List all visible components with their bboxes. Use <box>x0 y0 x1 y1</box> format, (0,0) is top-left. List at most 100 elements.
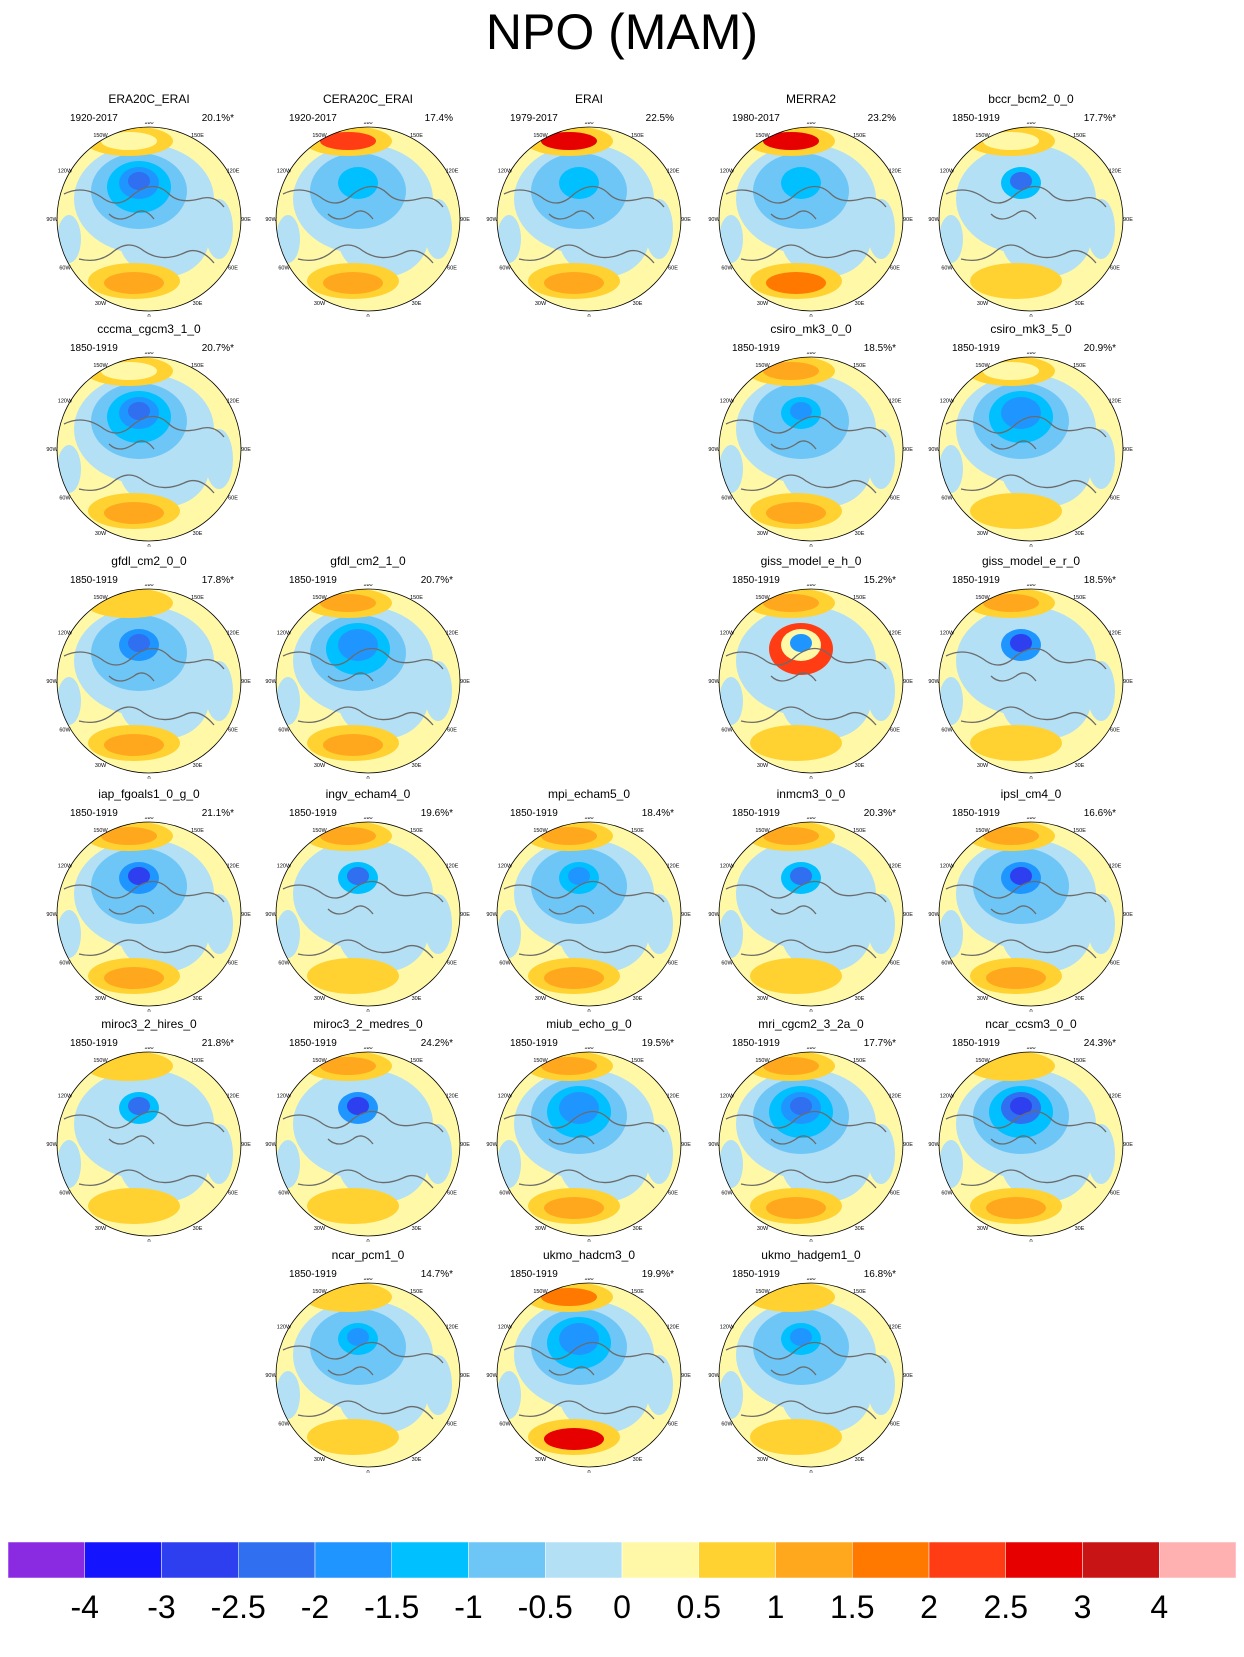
panel-years: 1850-1919 <box>289 575 337 586</box>
longitude-label: 180 <box>806 584 815 588</box>
colorbar-swatch <box>1005 1541 1083 1579</box>
polar-map: 180 150E 120E 90E 60E 30E 0 30W 60W 90W 120W 150W <box>928 122 1133 317</box>
panel-variance: 20.1%* <box>201 113 234 124</box>
longitude-label: 30E <box>412 763 422 769</box>
longitude-label: 180 <box>363 1278 372 1282</box>
panel-variance: 17.7%* <box>1083 113 1116 124</box>
longitude-label: 180 <box>584 1278 593 1282</box>
map-panel: cccma_cgcm3_1_0 1850-1919 20.7%* 180 150E 120… <box>44 322 254 547</box>
anomaly-contour <box>497 1371 521 1419</box>
anomaly-contour <box>568 1328 590 1346</box>
longitude-label: 30E <box>1075 763 1085 769</box>
longitude-label: 180 <box>144 122 153 126</box>
anomaly-contour <box>497 215 521 263</box>
longitude-label: 30W <box>314 763 326 769</box>
longitude-label: 60E <box>447 961 457 967</box>
anomaly-contour <box>939 215 963 263</box>
longitude-label: 150W <box>93 363 108 369</box>
anomaly-contour <box>766 272 826 294</box>
anomaly-contour <box>323 1197 383 1219</box>
colorbar-swatch <box>84 1541 162 1579</box>
coastlines <box>945 880 1107 959</box>
panel-title: giss_model_e_r_0 <box>981 554 1081 568</box>
colorbar-tick-label: -2 <box>300 1589 330 1625</box>
longitude-label: 90E <box>460 1373 470 1379</box>
longitude-label: 180 <box>584 1047 593 1051</box>
map-boundary <box>56 126 242 312</box>
longitude-label: 180 <box>1026 1047 1035 1051</box>
longitude-label: 0 <box>366 1009 369 1012</box>
longitude-label: 150E <box>631 1058 644 1064</box>
figure-title: NPO (MAM) <box>485 4 759 60</box>
polar-map: 180 150E 120E 90E 60E 30E 0 30W 60W 90W 120W 150W <box>265 817 470 1012</box>
anomaly-contour <box>986 272 1046 294</box>
polar-map: 180 150E 120E 90E 60E 30E 0 30W 60W 90W 120W 150W <box>928 352 1133 547</box>
longitude-label: 120E <box>889 1325 902 1331</box>
longitude-label: 90E <box>903 217 913 223</box>
longitude-label: 150W <box>312 828 327 834</box>
longitude-label: 0 <box>809 1009 812 1012</box>
longitude-label: 30E <box>633 996 643 1002</box>
map-panel: miub_echo_g_0 1850-1919 19.5%* 180 150E 120E 9… <box>484 1017 694 1242</box>
longitude-label: 30W <box>314 1226 326 1232</box>
map-boundary <box>718 1051 904 1237</box>
longitude-label: 180 <box>144 1047 153 1051</box>
panel-title: ncar_pcm1_0 <box>331 1248 405 1262</box>
anomaly-contour <box>320 132 376 150</box>
anomaly-contour <box>57 677 81 725</box>
longitude-label: 30E <box>193 301 203 307</box>
longitude-label: 30E <box>633 301 643 307</box>
longitude-label: 90E <box>241 679 251 685</box>
anomaly-contour <box>424 199 452 259</box>
anomaly-contour <box>57 445 81 493</box>
anomaly-contour <box>320 1057 376 1075</box>
longitude-label: 90E <box>903 447 913 453</box>
anomaly-contour <box>983 132 1039 150</box>
polar-map: 180 150E 120E 90E 60E 30E 0 30W 60W 90W 120W 150W <box>708 1278 913 1473</box>
anomaly-contour <box>645 1124 673 1184</box>
longitude-label: 90W <box>486 1373 498 1379</box>
longitude-label: 180 <box>806 122 815 126</box>
longitude-label: 30E <box>412 301 422 307</box>
anomaly-contour <box>986 967 1046 989</box>
anomaly-contour <box>544 1197 604 1219</box>
longitude-label: 30E <box>855 301 865 307</box>
longitude-label: 30E <box>855 531 865 537</box>
longitude-label: 90W <box>928 912 940 918</box>
longitude-label: 0 <box>587 1009 590 1012</box>
longitude-label: 90W <box>708 1373 720 1379</box>
longitude-label: 0 <box>366 776 369 779</box>
anomaly-contour <box>128 1097 150 1115</box>
panel-title: gfdl_cm2_1_0 <box>330 554 406 568</box>
longitude-label: 120E <box>1109 399 1122 405</box>
panel-years: 1850-1919 <box>510 808 558 819</box>
anomaly-contour <box>424 894 452 954</box>
longitude-label: 60E <box>668 1422 678 1428</box>
anomaly-contour <box>276 910 300 958</box>
anomaly-contour <box>983 1057 1039 1075</box>
map-boundary <box>938 356 1124 542</box>
longitude-label: 120W <box>277 1325 292 1331</box>
longitude-label: 60E <box>447 728 457 734</box>
longitude-label: 60E <box>228 728 238 734</box>
anomaly-contour <box>719 910 743 958</box>
anomaly-contour <box>790 1097 812 1115</box>
longitude-label: 150E <box>1073 828 1086 834</box>
longitude-label: 30W <box>314 301 326 307</box>
map-boundary <box>56 356 242 542</box>
longitude-label: 150E <box>191 363 204 369</box>
colorbar-swatch <box>161 1541 239 1579</box>
map-boundary <box>496 1282 682 1468</box>
polar-map: 180 150E 120E 90E 60E 30E 0 30W 60W 90W 120W 150W <box>708 122 913 317</box>
anomaly-contour <box>101 362 157 380</box>
panel-title: inmcm3_0_0 <box>776 787 846 801</box>
longitude-label: 90W <box>46 679 58 685</box>
panel-title: csiro_mk3_5_0 <box>990 322 1072 336</box>
longitude-label: 0 <box>809 314 812 317</box>
anomaly-contour <box>790 867 812 885</box>
anomaly-contour <box>766 1428 826 1450</box>
panel-title: csiro_mk3_0_0 <box>770 322 852 336</box>
panel-variance: 18.4%* <box>641 808 674 819</box>
map-panel: bccr_bcm2_0_0 1850-1919 17.7%* 180 150E 120E 9… <box>926 92 1136 317</box>
panel-years: 1850-1919 <box>952 808 1000 819</box>
